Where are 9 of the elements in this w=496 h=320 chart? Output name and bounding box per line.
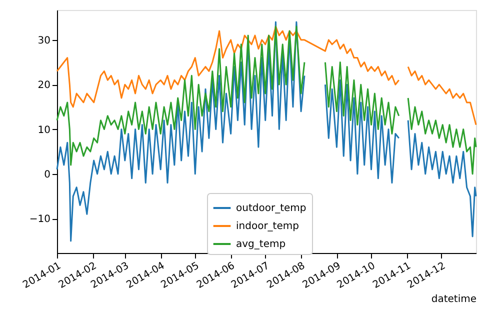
legend-label: avg_temp xyxy=(236,239,286,250)
y-tick-label: −10 xyxy=(29,214,50,226)
legend-label: outdoor_temp xyxy=(236,203,306,214)
y-tick-label: 30 xyxy=(38,35,50,46)
y-tick-label: 20 xyxy=(38,80,50,92)
x-axis-title: datetime xyxy=(431,294,476,306)
y-tick-label: 0 xyxy=(44,169,50,180)
legend-label: indoor_temp xyxy=(236,221,299,232)
y-tick-label: 10 xyxy=(38,124,50,136)
